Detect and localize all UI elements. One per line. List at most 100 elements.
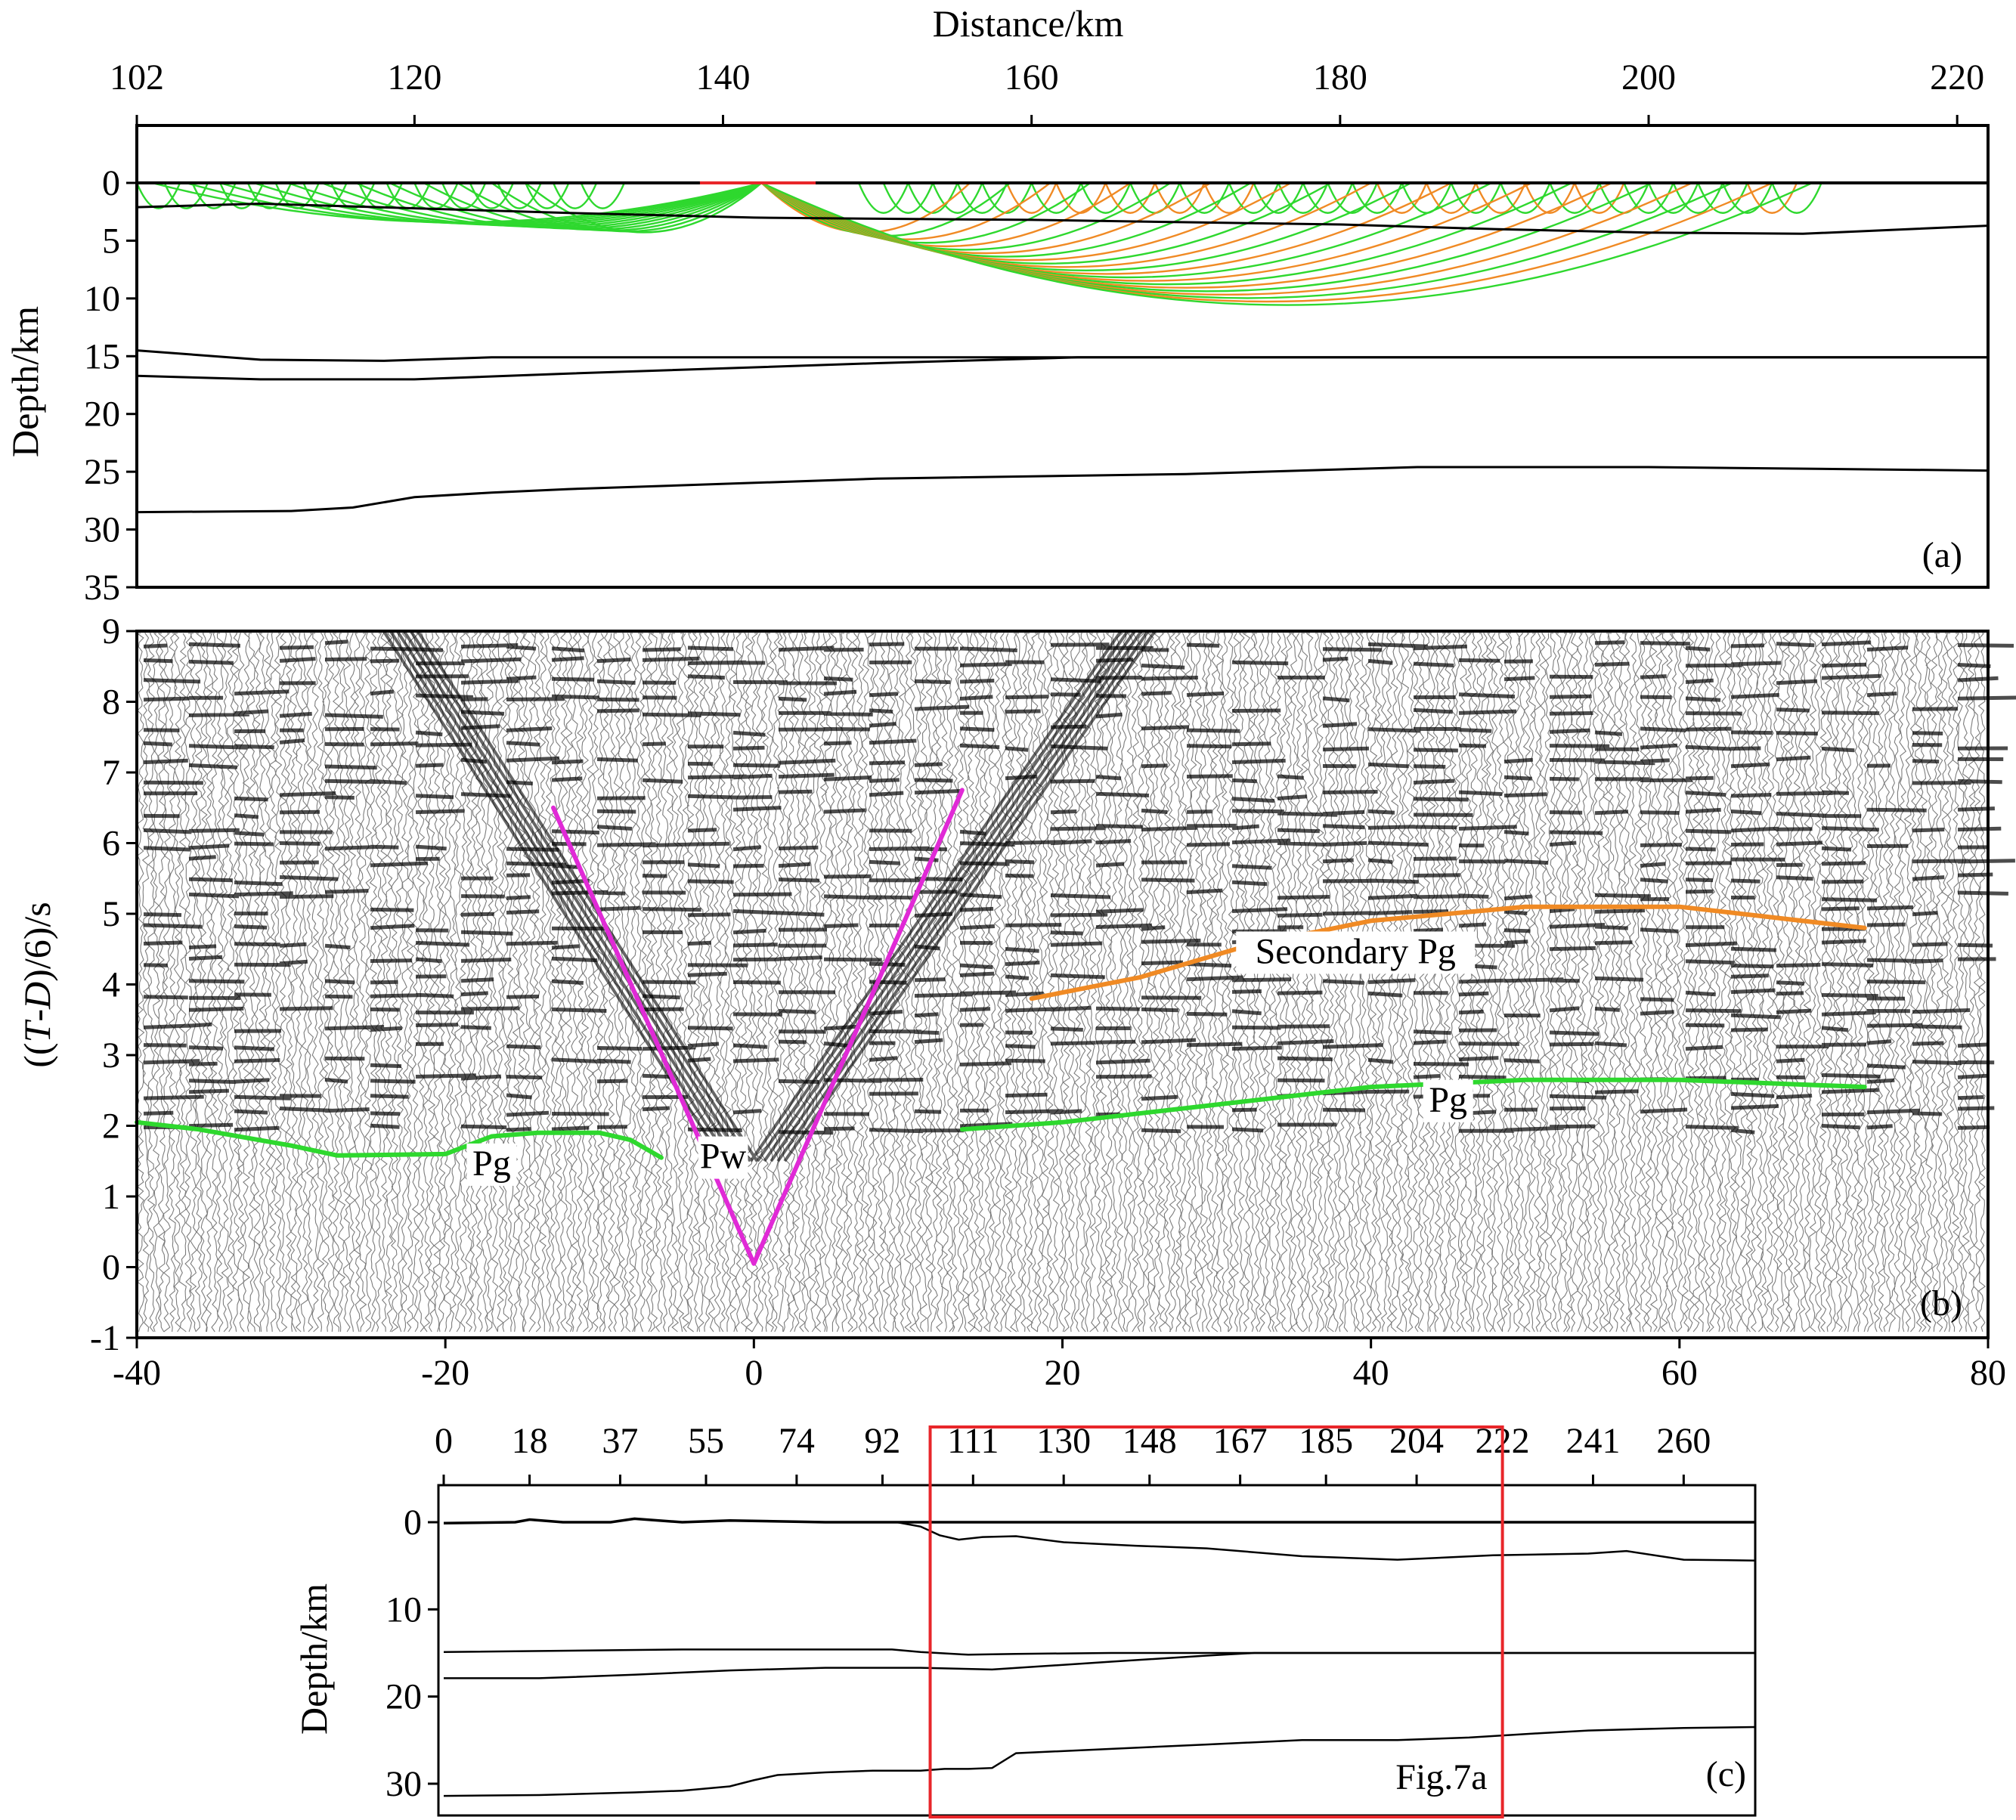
panel-c-full-profile: 0 18 37 55 74 92 111 130 148 167 185 204 222 241 260 0…	[293, 1421, 1757, 1818]
raypath	[525, 182, 763, 234]
y-tick-label: 4	[102, 965, 120, 1005]
raypath	[760, 182, 971, 234]
interface-basement	[136, 202, 1989, 235]
panel-b-phase-annotations: Pg Pw Secondary Pg Pg	[466, 931, 1476, 1186]
panel-c-y-axis-title: Depth/km	[293, 1583, 335, 1735]
x-tick-label: 0	[435, 1421, 453, 1461]
panel-b-y-axis-title: ((T-D)/6)/s	[16, 902, 58, 1067]
x-tick-label: -40	[113, 1353, 161, 1393]
x-tick-label: 74	[779, 1421, 815, 1461]
raypath	[580, 182, 626, 209]
x-tick-label: 160	[1005, 57, 1059, 98]
raypath	[1228, 182, 1280, 214]
raypath	[1079, 182, 1132, 214]
water-wave-bands	[382, 630, 1157, 1162]
x-tick-label: 220	[1930, 57, 1984, 98]
raypath	[1154, 182, 1206, 214]
panel-a-y-ticks: 0 5 10 15 20 25 30 35	[84, 163, 137, 608]
raypath	[135, 182, 181, 209]
interface-moho	[136, 466, 1989, 514]
y-tick-label: 35	[84, 568, 120, 608]
interface-surface	[443, 1517, 1755, 1524]
raypath	[1055, 182, 1107, 214]
y-tick-label: 10	[84, 279, 120, 319]
phase-label-bg	[698, 1136, 748, 1179]
raypath	[330, 182, 376, 209]
y-tick-label: 10	[386, 1589, 422, 1630]
raypath	[1005, 182, 1058, 214]
y-tick-label: 15	[84, 336, 120, 376]
raypath	[163, 182, 209, 209]
raypath	[191, 182, 237, 209]
raypath	[1623, 182, 1674, 214]
x-tick-label: 241	[1565, 1421, 1620, 1461]
y-tick-label: 3	[102, 1035, 120, 1076]
phase-label: Secondary Pg	[1256, 931, 1456, 971]
raypath	[1178, 182, 1231, 214]
raypath	[386, 182, 431, 209]
y-tick-label: 20	[84, 395, 120, 435]
y-tick-label: 0	[102, 163, 120, 203]
raypath	[413, 182, 459, 209]
y-tick-label: 5	[102, 221, 120, 261]
y-tick-label: 8	[102, 682, 120, 723]
raypath	[1573, 182, 1625, 214]
x-tick-label: 102	[110, 57, 164, 98]
series-secondary-pg	[1029, 904, 1867, 1001]
x-tick-label: 60	[1661, 1353, 1698, 1393]
panel-b-y-ticks: -1 0 1 2 3 4 5 6 7 8 9	[90, 611, 137, 1358]
panel-a-depth-model: Distance/km Depth/km 102 120 140 160 180 200 2…	[4, 2, 1990, 608]
series-pw	[551, 788, 965, 1266]
y-tick-label: 0	[102, 1248, 120, 1288]
x-tick-label: 18	[512, 1421, 548, 1461]
interface-mid_crust	[136, 356, 1988, 381]
panel-a-y-axis-title: Depth/km	[4, 306, 46, 457]
series-pg-right-	[959, 1077, 1867, 1132]
panel-a-x-axis-title: Distance/km	[933, 2, 1124, 45]
x-tick-label: 55	[688, 1421, 724, 1461]
raypath	[1499, 182, 1551, 214]
raypath	[1352, 182, 1403, 214]
raypath	[1721, 182, 1773, 214]
y-tick-label: 2	[102, 1107, 120, 1147]
y-tick-label: 25	[84, 452, 120, 492]
fig7a-highlight-box	[928, 1425, 1504, 1818]
raypath	[525, 182, 570, 209]
raypath	[1253, 182, 1304, 214]
y-tick-label: 1	[102, 1177, 120, 1217]
raypath	[981, 182, 1033, 214]
raypath	[1450, 182, 1502, 214]
y-tick-label: 0	[404, 1503, 422, 1543]
phase-label: Pg	[472, 1144, 511, 1184]
raypath	[956, 182, 1008, 214]
phase-label: Pg	[1429, 1080, 1467, 1120]
raypath	[1277, 182, 1329, 214]
raypath	[761, 181, 1813, 306]
y-tick-label: 20	[386, 1677, 422, 1717]
raypath	[760, 182, 1051, 240]
y-tick-label: 6	[102, 824, 120, 864]
x-tick-label: 40	[1353, 1353, 1389, 1393]
y-tick-label: -1	[90, 1318, 120, 1358]
raypath	[1697, 182, 1748, 214]
raypath	[1426, 182, 1477, 214]
raypath	[760, 182, 1091, 244]
interface-upper_crust	[443, 1648, 1755, 1656]
y-tick-label: 9	[102, 611, 120, 652]
raypath	[858, 182, 909, 214]
panel-a-raypaths	[135, 181, 1822, 306]
raypath	[1376, 182, 1428, 214]
panel-a-x-ticks: 102 120 140 160 180 200 220	[110, 57, 1984, 125]
x-tick-label: 20	[1045, 1353, 1081, 1393]
raypath	[1647, 182, 1699, 214]
y-tick-label: 5	[102, 894, 120, 934]
phase-label-bg	[466, 1143, 517, 1186]
panel-b-record-section: Pg Pw Secondary Pg Pg -40 -20 0 20 40 60 80 -1 0 1 2…	[16, 611, 2016, 1393]
raypath	[931, 182, 983, 214]
panel-c-y-ticks: 0 10 20 30	[386, 1503, 438, 1804]
raypath	[469, 182, 515, 209]
raypath	[1030, 182, 1082, 214]
panel-a-interfaces	[136, 181, 1989, 514]
raypath	[1672, 182, 1724, 214]
